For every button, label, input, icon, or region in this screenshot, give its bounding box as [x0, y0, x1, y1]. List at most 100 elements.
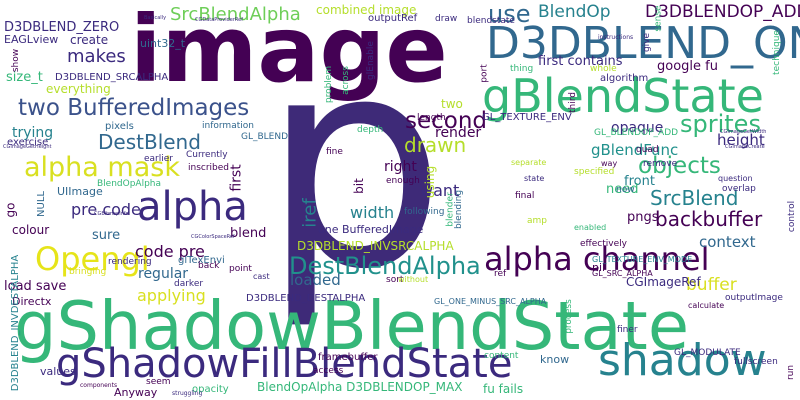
word: calculate: [688, 301, 725, 310]
word: shadow: [598, 335, 767, 386]
word: sure: [92, 228, 121, 243]
word: image: [130, 0, 448, 103]
word: CGColorSpaceRef: [191, 234, 235, 240]
word: sprites: [680, 110, 761, 138]
word: run: [786, 364, 797, 381]
word: BlendOpAlpha: [97, 179, 162, 189]
word: Directx: [12, 295, 52, 308]
word: Opengl: [35, 240, 150, 278]
word: draw: [435, 14, 458, 24]
word: gShadowFillBlendState: [56, 341, 513, 387]
word: struggling: [172, 390, 203, 397]
word: gBlendFunc: [591, 141, 679, 159]
word: finer: [617, 325, 638, 335]
word: final: [515, 191, 535, 201]
word: enough: [386, 176, 420, 186]
word: DestBlend: [98, 130, 201, 154]
word: using: [423, 165, 438, 199]
word: GL_TEXTURE_ENV: [482, 112, 572, 123]
word: fu fails: [483, 382, 524, 396]
word: blend: [230, 226, 267, 241]
word: render: [435, 125, 482, 141]
word: CGImageGetHeight: [3, 144, 52, 150]
word: problem: [324, 65, 335, 104]
word: outputRef: [368, 13, 418, 24]
word: access: [313, 366, 344, 376]
word: enabled: [574, 223, 607, 232]
word: code pre: [135, 242, 205, 261]
word: use: [488, 0, 531, 28]
word: Basically: [144, 15, 167, 21]
word: show: [11, 48, 22, 73]
word: rendering: [108, 257, 152, 267]
word: gBlendState: [482, 69, 764, 123]
word: D3DBLEND_INVDESTALPHA: [10, 254, 22, 392]
word: Currently: [186, 150, 228, 160]
word: darker: [174, 279, 204, 289]
word: DestBlendAlpha: [289, 252, 481, 280]
word: UIImage: [57, 185, 103, 198]
word: way: [601, 159, 618, 168]
word: create: [70, 33, 109, 47]
word: height: [717, 131, 765, 149]
word: Anyway: [114, 386, 158, 399]
word: technique: [771, 30, 782, 75]
word: fine: [326, 147, 343, 157]
word: want: [420, 181, 460, 200]
word: google fu: [657, 59, 718, 74]
word: now: [616, 185, 635, 195]
word: sense: [653, 5, 664, 32]
word: first contains: [538, 54, 623, 69]
word: makes: [67, 46, 126, 67]
word: GL_SRC_ALPHA: [592, 269, 653, 278]
word: GL_ONE_MINUS_SRC_ALPHA: [434, 297, 547, 306]
word: know: [540, 353, 570, 366]
word: inscribed: [188, 163, 230, 173]
word: components: [80, 382, 118, 389]
word: remove: [643, 159, 678, 169]
word: GL_BLEND: [241, 132, 289, 142]
word: separate: [511, 158, 547, 167]
word: GL_BLENDOP_ADD: [594, 128, 679, 138]
word: state: [524, 174, 545, 183]
word: values: [40, 365, 76, 378]
word: GL_MODULATE: [674, 348, 741, 358]
word: NULL: [35, 191, 47, 217]
word: applying: [137, 286, 206, 305]
word: need: [606, 182, 639, 197]
word: drawn: [404, 133, 467, 157]
word: pngs: [627, 210, 659, 225]
word: length: [417, 113, 446, 123]
word: port: [479, 64, 490, 83]
word: nil: [592, 261, 606, 274]
word: EAGLview: [4, 33, 59, 46]
word: CGDataProviderRef: [195, 17, 243, 23]
word: CGBitmapInfo: [94, 211, 129, 217]
word: ref: [494, 269, 507, 279]
word: front: [624, 174, 655, 189]
word: opaque: [611, 120, 664, 136]
word: trying: [12, 125, 54, 141]
word: two BufferedImages: [18, 95, 250, 121]
word: sort: [386, 275, 404, 285]
word: alpha channel: [484, 240, 710, 278]
word: bringing: [69, 267, 107, 277]
word: thing: [510, 64, 534, 74]
word: everything: [46, 82, 111, 96]
word: combined image: [316, 3, 417, 17]
word: blending: [454, 189, 465, 230]
word: point: [229, 264, 252, 274]
word: bit: [351, 178, 366, 194]
word: amp: [527, 216, 547, 226]
word: D3DBLEND_ZERO: [4, 20, 120, 35]
word: instructions: [598, 34, 634, 41]
word: regular: [138, 266, 189, 282]
word: D3DBLEND_DESTALPHA: [246, 293, 366, 304]
word: without: [398, 275, 429, 284]
word: fullscreen: [734, 357, 778, 367]
word: SrcBlendAlpha: [170, 4, 301, 25]
word: two: [441, 97, 463, 111]
word: glTexEnvi: [178, 255, 225, 266]
word: depth: [357, 125, 384, 135]
word: CGImageCreate: [725, 144, 765, 150]
